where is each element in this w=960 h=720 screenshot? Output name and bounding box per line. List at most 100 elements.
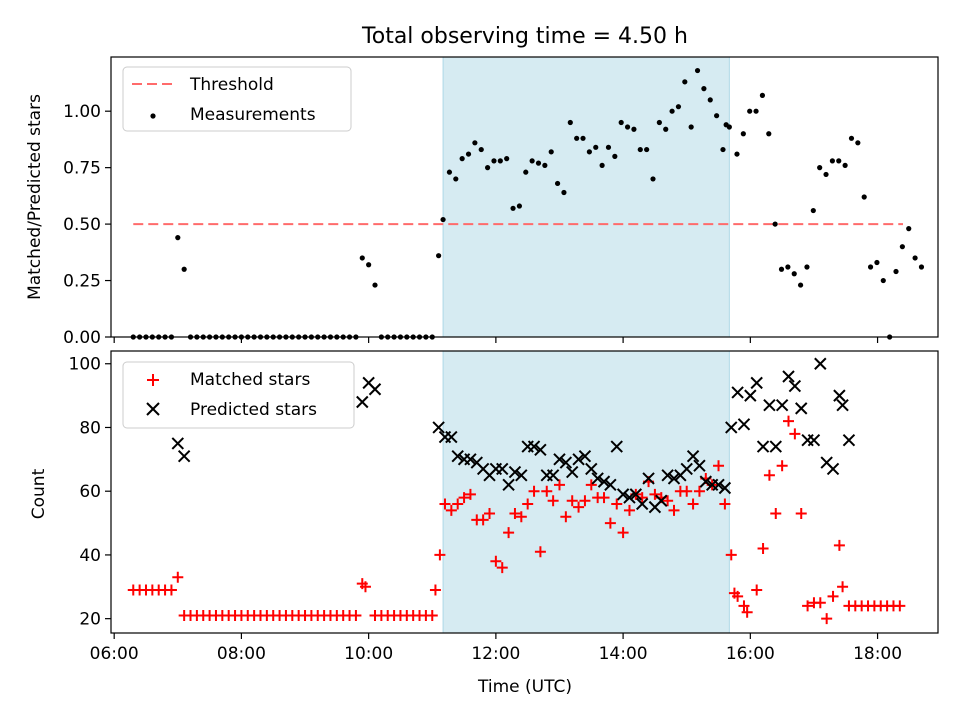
measurement-point (663, 126, 669, 132)
predicted-star-point (508, 465, 522, 479)
measurement-point (675, 104, 682, 110)
matched-star-point (439, 498, 451, 510)
predicted-star-point (718, 481, 732, 495)
top-y-tick-label: 1.00 (63, 102, 101, 122)
matched-star-point (623, 504, 635, 516)
bottom-x-tick-label: 08:00 (217, 644, 266, 664)
bottom-panel: 20 40 60 80 100 06:00 08:00 10:00 12:00 14:00 16:… (29, 350, 939, 697)
predicted-star-point (502, 478, 515, 492)
measurements-legend-label: Measurements (190, 105, 316, 125)
measurement-point (175, 235, 181, 241)
predicted-star-point (604, 478, 617, 492)
measurement-point (523, 169, 529, 175)
matched-star-point (477, 514, 489, 526)
measurement-point (491, 158, 497, 164)
matched-star-point (452, 498, 464, 510)
predicted-star-point (629, 488, 643, 501)
matched-star-point (662, 495, 674, 507)
chart-title: Total observing time = 4.50 h (361, 24, 688, 49)
predicted-star-points (171, 357, 856, 514)
measurement-point (631, 126, 637, 132)
matched-star-point (763, 469, 775, 481)
measurement-point (465, 151, 472, 157)
measurement-point (561, 189, 567, 196)
measurement-point (548, 149, 554, 155)
bottom-x-tick-label: 06:00 (90, 644, 139, 664)
measurement-point (650, 176, 656, 182)
predicted-star-point (833, 389, 846, 402)
measurement-point (453, 176, 459, 182)
matched-star-point (837, 581, 849, 593)
measurement-point (554, 180, 561, 187)
predicted-star-point (775, 398, 789, 412)
predicted-star-point (836, 398, 849, 412)
predicted-star-point (744, 389, 757, 402)
predicted-star-point (788, 379, 802, 393)
measurement-point (848, 135, 855, 141)
measurement-point (797, 282, 804, 288)
matched-star-point (579, 495, 591, 507)
predicted-star-point (496, 462, 509, 476)
predicted-legend-label: Predicted stars (190, 400, 317, 420)
predicted-star-point (826, 462, 840, 476)
matched-star-point (434, 549, 446, 561)
matched-star-point (821, 613, 833, 625)
matched-star-point (458, 492, 470, 504)
measurement-point (372, 282, 378, 288)
matched-star-point (528, 485, 540, 497)
predicted-star-point (572, 453, 585, 466)
matched-star-point (802, 600, 814, 612)
matched-star-point (566, 495, 578, 507)
predicted-star-point (546, 469, 560, 482)
measurement-point (734, 151, 740, 157)
measurement-point (497, 158, 503, 164)
predicted-star-point (661, 469, 674, 482)
measurement-point (893, 268, 899, 275)
measurement-point (842, 162, 848, 168)
matched-star-point (725, 549, 737, 561)
measurement-point (637, 146, 643, 153)
matched-star-point (172, 571, 184, 583)
predicted-star-point (527, 440, 541, 453)
top-legend-box (122, 66, 352, 132)
top-y-axis-label: Matched/Predicted stars (25, 94, 45, 300)
measurement-point (766, 131, 772, 137)
predicted-star-point (763, 398, 776, 412)
predicted-star-point (177, 449, 191, 463)
measurement-point (599, 162, 605, 168)
measurement-point (535, 160, 542, 166)
measurement-point (912, 255, 918, 261)
measurement-point (612, 153, 618, 159)
bottom-y-tick-label: 100 (69, 355, 101, 375)
matched-star-point (464, 488, 476, 500)
predicted-star-point (699, 475, 713, 488)
matched-star-point (429, 584, 441, 596)
measurement-point (759, 92, 766, 98)
matched-star-point (719, 498, 731, 510)
matched-star-point (783, 415, 795, 427)
measurement-point (446, 169, 453, 175)
matched-star-point (560, 511, 572, 523)
measurement-points (130, 67, 925, 340)
predicted-star-point (642, 472, 655, 485)
predicted-star-point (795, 402, 808, 415)
measurement-point (823, 171, 829, 178)
measurement-point (694, 67, 701, 74)
measurement-point (836, 158, 842, 164)
predicted-star-point (356, 395, 369, 409)
matched-star-point (350, 609, 362, 621)
predicted-star-point (680, 462, 693, 476)
measurement-point (714, 113, 720, 119)
matched-star-point (165, 584, 177, 596)
threshold-legend-label: Threshold (189, 75, 274, 95)
matched-legend-label: Matched stars (190, 370, 310, 390)
measurement-point (478, 146, 484, 153)
measurement-point (906, 226, 912, 232)
bottom-y-tick-label: 20 (79, 610, 101, 630)
bottom-legend-box (122, 361, 355, 429)
measurement-point (874, 259, 880, 266)
bottom-x-tick-label: 16:00 (726, 644, 775, 664)
top-y-tick-label: 0.25 (63, 272, 101, 292)
matched-star-point (827, 590, 839, 602)
predicted-star-point (842, 434, 856, 447)
